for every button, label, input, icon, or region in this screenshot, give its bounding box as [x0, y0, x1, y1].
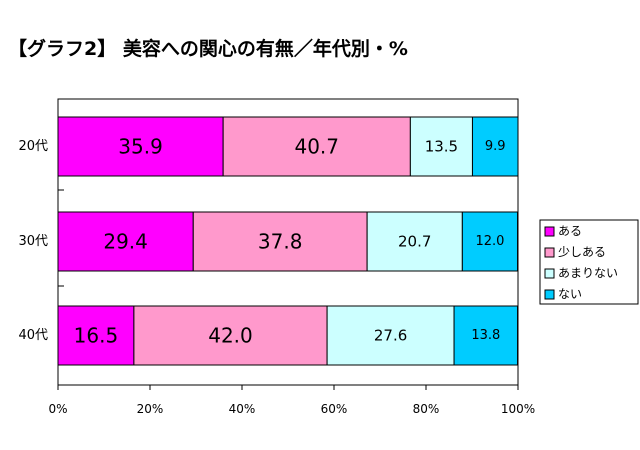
data-label: 16.5	[74, 324, 119, 348]
bar-segment	[453, 305, 519, 366]
legend-swatch	[544, 268, 555, 279]
bar-segment	[192, 211, 368, 272]
legend-swatch	[544, 289, 555, 300]
x-tick-label: 100%	[501, 402, 535, 416]
data-label: 9.9	[485, 139, 506, 154]
bar-segment	[366, 211, 463, 272]
bar-segment	[326, 305, 455, 366]
data-label: 12.0	[475, 234, 504, 249]
bar-segment	[57, 116, 224, 177]
data-label: 35.9	[118, 135, 163, 159]
chart-title: 【グラフ2】 美容への関心の有無／年代別・%	[8, 38, 408, 60]
x-tick-label: 80%	[413, 402, 440, 416]
data-label: 42.0	[208, 324, 253, 348]
data-label: 37.8	[258, 230, 303, 254]
legend-swatch	[544, 226, 555, 237]
legend-label: あまりない	[558, 266, 618, 280]
axes: 20代 30代 40代 0% 20% 40% 60% 80% 100%	[18, 139, 535, 416]
bar-segment	[57, 305, 135, 366]
legend-box	[539, 219, 639, 305]
data-label: 13.8	[471, 328, 500, 343]
legend-label: ない	[558, 287, 582, 301]
bar-segment	[471, 116, 519, 177]
category-label: 20代	[18, 139, 48, 154]
data-label: 40.7	[294, 135, 339, 159]
x-tick-label: 20%	[137, 402, 164, 416]
legend-label: ある	[558, 224, 582, 238]
data-label: 29.4	[103, 230, 148, 254]
category-label: 30代	[18, 234, 48, 249]
x-tick-label: 60%	[321, 402, 348, 416]
data-label: 20.7	[398, 233, 431, 251]
category-label: 40代	[18, 328, 48, 343]
data-label: 13.5	[425, 138, 458, 156]
data-label: 27.6	[374, 327, 407, 345]
x-tick-label: 40%	[229, 402, 256, 416]
legend-label: 少しある	[558, 245, 606, 259]
x-tick-label: 0%	[48, 402, 67, 416]
bar-segment	[57, 211, 194, 272]
bar-segments: 35.9 40.7 13.5 9.9 29.4 37.8 20.7 12.0 16.5 42.0 2…	[57, 116, 519, 366]
legend-swatch	[544, 247, 555, 258]
bar-segment	[461, 211, 519, 272]
bar-segment	[133, 305, 328, 366]
